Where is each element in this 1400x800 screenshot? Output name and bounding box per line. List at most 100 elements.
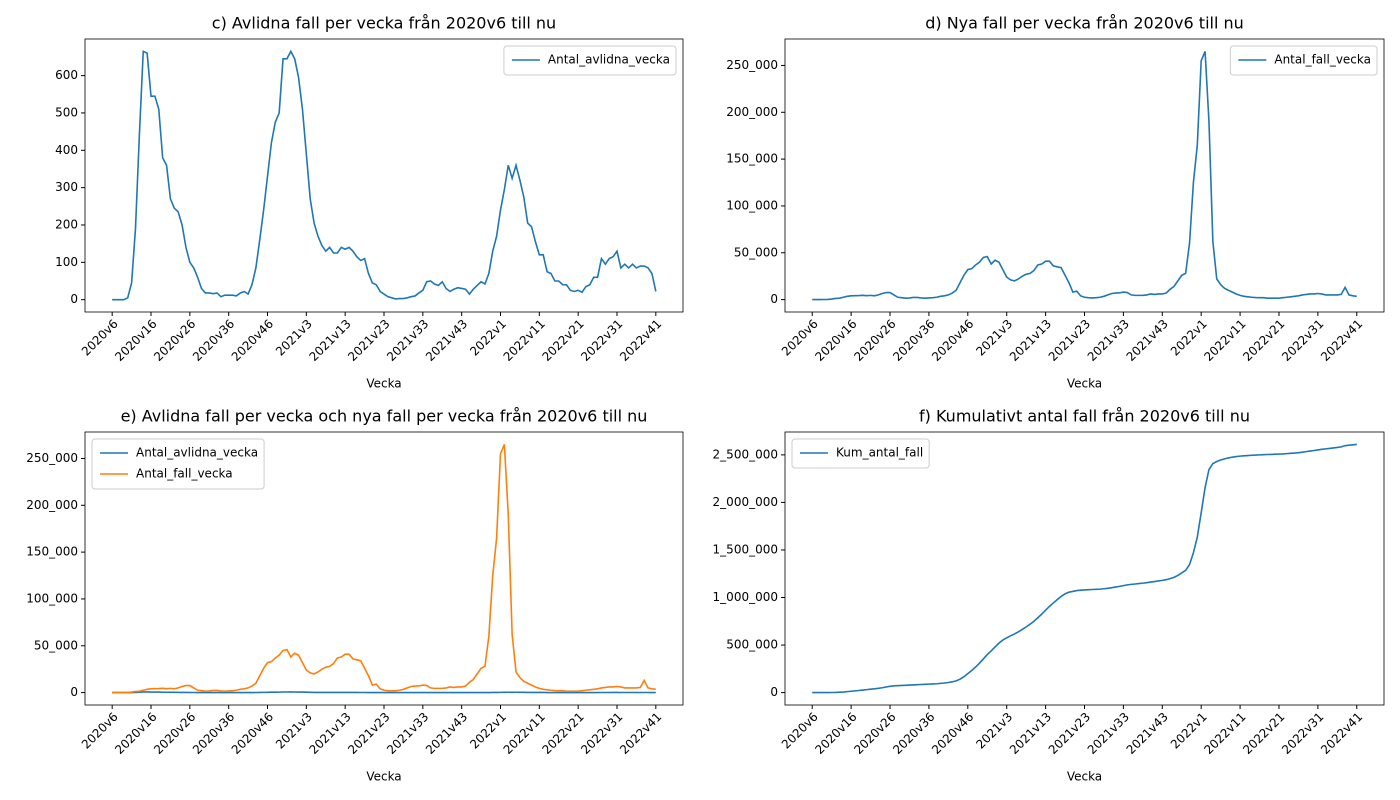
y-tick-label: 1_000_000 <box>713 590 778 604</box>
axes-frame <box>784 431 1385 706</box>
legend-label: Antal_fall_vecka <box>1274 53 1371 67</box>
x-tick-label: 2020v36 <box>190 710 237 757</box>
legend-label: Antal_fall_vecka <box>136 467 233 481</box>
x-tick-label: 2020v16 <box>812 710 859 757</box>
data-line <box>112 49 657 301</box>
y-tick-label: 150_000 <box>726 152 778 166</box>
legend: Antal_avlidna_vecka <box>503 45 677 76</box>
x-tick-label: 2022v41 <box>1318 317 1365 364</box>
x-tick-label: 2021v23 <box>345 317 392 364</box>
x-tick-label: 2022v41 <box>617 317 664 364</box>
y-tick-label: 50_000 <box>734 245 778 259</box>
x-tick-label: 2020v26 <box>151 317 198 364</box>
axes-frame <box>84 38 684 313</box>
y-tick-label: 500_000 <box>726 638 778 652</box>
y-tick-label: 150_000 <box>26 545 78 559</box>
x-tick-label: 2021v23 <box>1046 710 1093 757</box>
chart-title: d) Nya fall per vecka från 2020v6 till n… <box>925 14 1244 33</box>
legend-box <box>791 438 930 469</box>
y-tick-label: 1_500_000 <box>713 542 778 556</box>
legend-box <box>91 438 265 490</box>
y-tick-label: 300 <box>55 180 78 194</box>
x-tick-label: 2022v41 <box>617 710 664 757</box>
legend-label: Antal_avlidna_vecka <box>548 53 670 67</box>
x-axis-label: Vecka <box>1067 770 1102 784</box>
x-tick-label: 2020v46 <box>929 317 976 364</box>
y-tick-label: 100_000 <box>726 198 778 212</box>
y-tick-label: 500 <box>55 105 78 119</box>
x-tick-label: 2020v46 <box>229 317 276 364</box>
x-tick-label: 2021v43 <box>423 317 470 364</box>
y-tick-label: 600 <box>55 68 78 82</box>
x-tick-label: 2021v33 <box>1085 710 1132 757</box>
y-tick-label: 400 <box>55 143 78 157</box>
x-tick-label: 2021v13 <box>306 710 353 757</box>
legend-box <box>1229 45 1378 76</box>
y-tick-label: 50_000 <box>34 638 78 652</box>
x-tick-label: 2020v36 <box>890 710 937 757</box>
legend-box <box>503 45 677 76</box>
x-tick-label: 2021v43 <box>1124 710 1171 757</box>
chart-title: e) Avlidna fall per vecka och nya fall p… <box>121 407 648 426</box>
y-tick-label: 0 <box>770 685 778 699</box>
legend: Antal_avlidna_vecka Antal_fall_vecka <box>91 438 265 490</box>
x-tick-label: 2021v13 <box>1007 710 1054 757</box>
x-tick-label: 2021v33 <box>384 317 431 364</box>
x-tick-label: 2020v36 <box>190 317 237 364</box>
x-tick-label: 2021v33 <box>1085 317 1132 364</box>
x-axis-label: Vecka <box>366 377 401 391</box>
y-tick-label: 0 <box>770 292 778 306</box>
x-tick-label: 2020v26 <box>151 710 198 757</box>
x-tick-label: 2020v16 <box>112 710 159 757</box>
x-tick-label: 2020v36 <box>890 317 937 364</box>
x-tick-label: 2020v26 <box>851 317 898 364</box>
y-tick-label: 100_000 <box>26 591 78 605</box>
y-tick-label: 2_500_000 <box>713 447 778 461</box>
chart-title: c) Avlidna fall per vecka från 2020v6 ti… <box>212 14 556 33</box>
x-tick-label: 2021v13 <box>306 317 353 364</box>
legend-label: Kum_antal_fall <box>836 446 923 460</box>
x-tick-label: 2022v11 <box>1201 317 1248 364</box>
y-tick-label: 0 <box>70 292 78 306</box>
x-tick-label: 2020v26 <box>851 710 898 757</box>
x-tick-label: 2022v21 <box>1240 317 1287 364</box>
data-line <box>112 691 656 694</box>
x-tick-label: 2020v16 <box>112 317 159 364</box>
legend: Kum_antal_fall <box>791 438 930 469</box>
data-line <box>112 444 656 694</box>
x-tick-label: 2021v13 <box>1007 317 1054 364</box>
x-tick-label: 2020v46 <box>229 710 276 757</box>
x-tick-label: 2022v31 <box>1279 317 1326 364</box>
x-tick-label: 2021v33 <box>384 710 431 757</box>
x-tick-label: 2022v31 <box>1279 710 1326 757</box>
x-axis-label: Vecka <box>366 770 401 784</box>
data-line <box>812 443 1357 694</box>
x-tick-label: 2022v31 <box>578 710 625 757</box>
x-tick-label: 2022v21 <box>1240 710 1287 757</box>
y-tick-label: 200_000 <box>726 105 778 119</box>
x-axis-label: Vecka <box>1067 377 1102 391</box>
axes-frame <box>84 431 684 706</box>
x-tick-label: 2021v43 <box>423 710 470 757</box>
x-tick-label: 2020v16 <box>812 317 859 364</box>
x-tick-label: 2021v43 <box>1124 317 1171 364</box>
data-line <box>812 51 1357 301</box>
y-tick-label: 0 <box>70 685 78 699</box>
y-tick-label: 2_000_000 <box>713 495 778 509</box>
chart-title: f) Kumulativt antal fall från 2020v6 til… <box>919 407 1250 426</box>
y-tick-label: 250_000 <box>26 451 78 465</box>
x-tick-label: 2022v21 <box>539 710 586 757</box>
x-tick-label: 2020v46 <box>929 710 976 757</box>
axes-frame <box>784 38 1385 313</box>
x-tick-label: 2022v21 <box>539 317 586 364</box>
x-tick-label: 2021v23 <box>345 710 392 757</box>
legend-label: Antal_avlidna_vecka <box>136 446 258 460</box>
y-tick-label: 250_000 <box>726 58 778 72</box>
legend: Antal_fall_vecka <box>1229 45 1378 76</box>
x-tick-label: 2021v23 <box>1046 317 1093 364</box>
x-tick-label: 2022v31 <box>578 317 625 364</box>
x-tick-label: 2022v41 <box>1318 710 1365 757</box>
x-tick-label: 2022v11 <box>1201 710 1248 757</box>
y-tick-label: 200_000 <box>26 498 78 512</box>
